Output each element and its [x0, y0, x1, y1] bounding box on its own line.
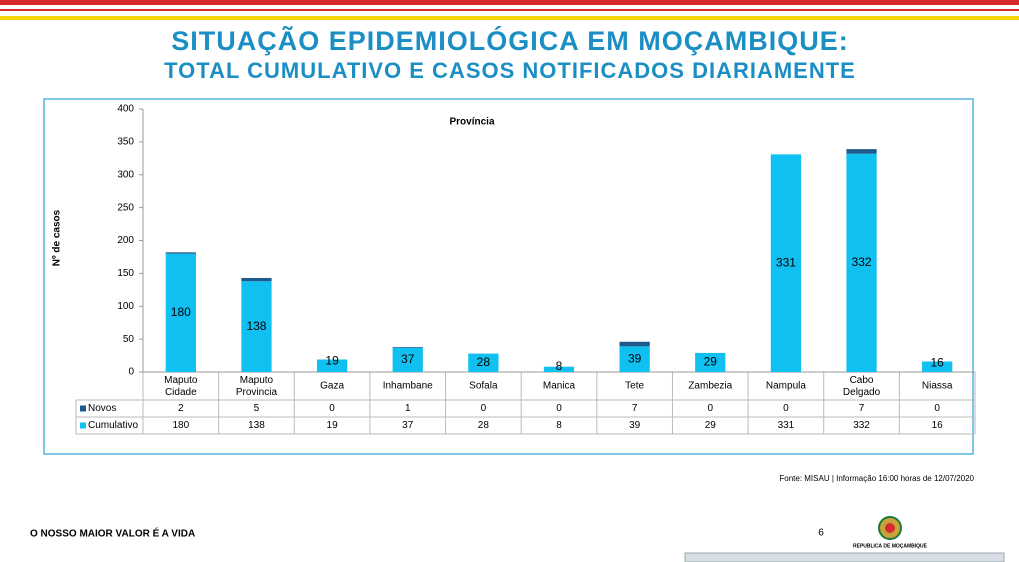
chart-frame	[43, 98, 974, 455]
x-tick-label: Manica	[543, 381, 576, 392]
table-value: 1	[405, 403, 411, 414]
table-value: 19	[327, 420, 339, 431]
bar-segment	[619, 346, 650, 372]
x-tick-label: Maputo Provincia	[236, 375, 278, 398]
bar-segment	[846, 149, 877, 154]
bar-segment	[846, 153, 877, 372]
legend-label: Novos	[88, 403, 116, 414]
x-tick-label-line: Maputo	[240, 375, 274, 386]
table-value: 0	[707, 403, 713, 414]
slide-subtitle: TOTAL CUMULATIVO E CASOS NOTIFICADOS DIA…	[164, 58, 856, 83]
table-value: 28	[478, 420, 490, 431]
y-tick-label: 50	[123, 334, 135, 345]
y-tick-label: 350	[117, 137, 134, 148]
x-tick-label-line: Cidade	[165, 387, 197, 398]
table-value: 2	[178, 403, 184, 414]
y-tick-label: 400	[117, 104, 134, 115]
table-value: 16	[932, 420, 944, 431]
table-value: 331	[778, 420, 795, 431]
y-axis-label: Nº de casos	[52, 209, 63, 266]
bar-segment	[922, 361, 953, 372]
slogan: O NOSSO MAIOR VALOR É A VIDA	[30, 527, 195, 540]
y-tick-label: 0	[128, 367, 134, 378]
x-tick-label: Tete	[625, 381, 644, 392]
table-value: 7	[632, 403, 638, 414]
data-label: 8	[556, 359, 563, 373]
bar-segment	[392, 347, 423, 372]
x-tick-label: Sofala	[469, 381, 498, 392]
bar-segment	[241, 277, 272, 282]
data-label: 37	[401, 352, 415, 366]
x-tick-label: Maputo Cidade	[164, 375, 198, 398]
bar-segment	[241, 281, 272, 372]
legend-swatch	[80, 405, 86, 412]
legend-swatch	[80, 422, 86, 429]
table-value: 0	[556, 403, 562, 414]
data-label: 39	[628, 351, 642, 365]
bar-segment	[316, 359, 348, 372]
y-tick-label: 100	[117, 301, 134, 312]
x-tick-label-line: Provincia	[236, 387, 278, 398]
table-value: 8	[556, 420, 562, 431]
table-value: 180	[172, 420, 189, 431]
table-value: 0	[934, 403, 940, 414]
data-label: 16	[931, 356, 945, 370]
table-value: 39	[629, 420, 641, 431]
bar-segment	[695, 352, 726, 372]
y-tick-label: 200	[117, 235, 134, 246]
y-tick-label: 250	[117, 202, 134, 213]
x-tick-label: Niassa	[922, 381, 953, 392]
bar-segment	[392, 347, 423, 348]
bar-segment	[619, 341, 650, 347]
x-tick-label: Cabo Delgado	[843, 375, 881, 398]
legend-label: Cumulativo	[88, 420, 138, 431]
taskbar-fragment	[684, 552, 1005, 562]
data-label: 180	[171, 305, 191, 319]
top-red-band	[0, 0, 1019, 5]
x-tick-label-line: Cabo	[850, 375, 874, 386]
y-tick-label: 150	[117, 268, 134, 279]
table-value: 5	[254, 403, 260, 414]
bar-segment	[165, 253, 196, 372]
slide-title: SITUAÇÃO EPIDEMIOLÓGICA EM MOÇAMBIQUE:	[171, 25, 849, 56]
data-label: 138	[246, 319, 266, 333]
emblem-star	[885, 523, 895, 533]
table-value: 332	[853, 420, 870, 431]
table-value: 0	[481, 403, 487, 414]
table-value: 0	[329, 403, 335, 414]
bar-segment	[468, 353, 499, 372]
table-value: 7	[859, 403, 865, 414]
x-tick-label: Zambezia	[688, 381, 732, 392]
data-label: 332	[852, 255, 872, 269]
top-yellow-band	[0, 16, 1019, 20]
bar-segment	[165, 252, 196, 254]
table-value: 29	[705, 420, 717, 431]
page-number: 6	[818, 528, 824, 539]
emblem-caption: REPUBLICA DE MOÇAMBIQUE	[853, 543, 928, 549]
x-tick-label: Nampula	[766, 381, 806, 392]
table-value: 0	[783, 403, 789, 414]
x-tick-label-line: Maputo	[164, 375, 198, 386]
x-tick-label: Gaza	[320, 381, 344, 392]
top-red-line	[0, 9, 1019, 11]
y-tick-label: 300	[117, 169, 134, 180]
x-tick-label: Inhambane	[383, 381, 433, 392]
table-value: 138	[248, 420, 265, 431]
bar-segment	[770, 154, 802, 372]
bar-segment	[543, 366, 575, 372]
source-note: Fonte: MISAU | Informação 16:00 horas de…	[779, 474, 974, 483]
x-tick-label-line: Delgado	[843, 387, 881, 398]
data-label: 29	[704, 355, 718, 369]
data-label: 28	[477, 355, 491, 369]
chart-title: Província	[449, 117, 494, 128]
table-value: 37	[402, 420, 414, 431]
data-label: 19	[325, 354, 339, 368]
data-label: 331	[776, 255, 796, 269]
